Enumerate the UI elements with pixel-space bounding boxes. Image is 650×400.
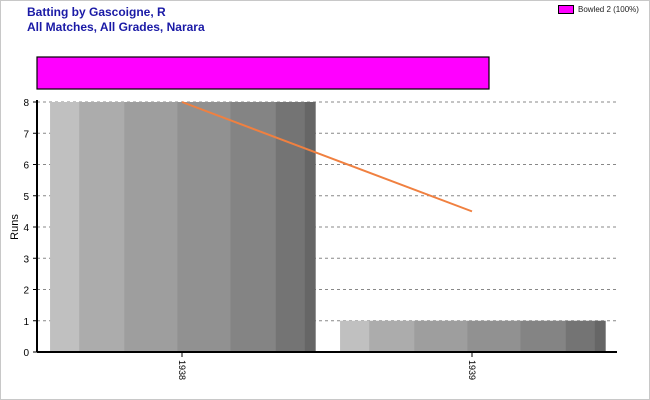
y-tick-label: 8 <box>23 98 29 109</box>
bar-1939-strip <box>520 320 566 352</box>
chart-title-line-1: Batting by Gascoigne, R <box>27 5 166 19</box>
bar-1938-strip <box>124 102 178 352</box>
bar-1939-strip <box>565 320 596 352</box>
bar-1939-strip <box>467 320 521 352</box>
legend-swatch-bowled <box>558 5 574 14</box>
chart-title-line-2: All Matches, All Grades, Narara <box>27 20 205 34</box>
dismissal-bar-bowled <box>36 56 490 90</box>
legend-label-bowled: Bowled 2 (100%) <box>578 5 639 14</box>
y-axis-title: Runs <box>9 214 21 240</box>
x-tick-label-1939: 1939 <box>467 360 477 380</box>
y-tick-label: 2 <box>23 286 29 297</box>
x-tick-label-1938: 1938 <box>177 360 187 380</box>
y-tick-label: 7 <box>23 129 29 140</box>
y-tick-label: 5 <box>23 192 29 203</box>
trend-line <box>181 101 473 213</box>
bar-1938-strip <box>230 102 276 352</box>
bar-1939-strip <box>369 320 415 352</box>
bar-1938-strip <box>177 102 231 352</box>
bar-1939 <box>340 320 606 352</box>
bar-1938-strip <box>304 102 316 352</box>
bar-1939-strip <box>414 320 468 352</box>
bar-1938-strip <box>50 102 80 352</box>
y-tick-label: 1 <box>23 317 29 328</box>
bar-1939-strip <box>340 320 370 352</box>
bar-1938 <box>50 102 316 352</box>
y-tick-label: 3 <box>23 254 29 265</box>
chart-title: Batting by Gascoigne, R All Matches, All… <box>27 5 205 35</box>
bar-1939-strip <box>594 320 606 352</box>
y-tick-label: 0 <box>23 348 29 359</box>
bar-1938-strip <box>79 102 125 352</box>
legend: Bowled 2 (100%) <box>558 5 639 14</box>
y-tick-label: 6 <box>23 161 29 172</box>
y-tick-label: 4 <box>23 223 29 234</box>
